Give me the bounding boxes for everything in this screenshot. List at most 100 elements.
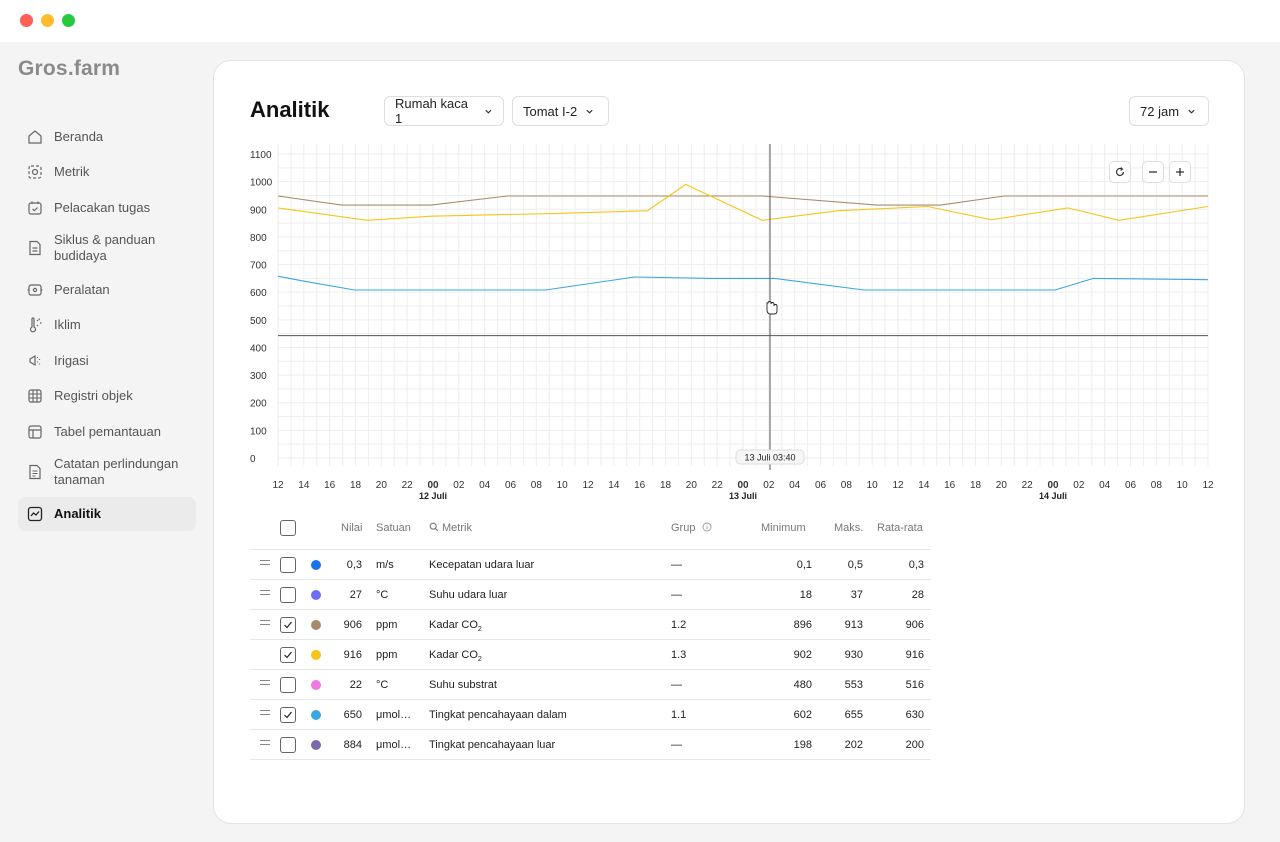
table-bottom-border	[250, 759, 931, 760]
y-tick-label: 0	[250, 454, 256, 465]
cell-min: 896	[793, 619, 812, 631]
drag-handle-icon[interactable]	[260, 560, 270, 568]
crop-select[interactable]: Tomat I-2	[512, 96, 609, 126]
calendar-check-icon	[28, 201, 42, 215]
select-all-checkbox[interactable]	[280, 520, 296, 536]
drag-handle-icon[interactable]	[260, 620, 270, 628]
greenhouse-select-value: Rumah kaca 1	[395, 96, 468, 126]
cell-unit: °C	[376, 589, 389, 601]
row-checkbox[interactable]	[280, 677, 296, 693]
zoom-out-button[interactable]	[1142, 161, 1164, 183]
sidebar-item-9[interactable]: Tabel pemantauan	[18, 422, 196, 442]
header-unit[interactable]: Satuan	[376, 522, 411, 534]
sidebar-item-5[interactable]: Peralatan	[18, 280, 196, 300]
cell-group: 1.1	[671, 709, 687, 721]
cell-group: —	[671, 559, 682, 571]
row-checkbox[interactable]	[280, 647, 296, 663]
row-checkbox[interactable]	[280, 557, 296, 573]
sidebar-item-2[interactable]: Metrik	[18, 162, 196, 182]
cell-metric-subscript: 2	[477, 626, 482, 634]
cell-min: 480	[793, 679, 812, 691]
header-metric[interactable]: Metrik	[429, 522, 472, 534]
sidebar-item-11[interactable]: Analitik	[18, 497, 196, 531]
table-row[interactable]: 0,3 m/s Kecepatan udara luar — 0,1 0,5 0,3	[250, 549, 931, 579]
row-checkbox[interactable]	[280, 737, 296, 753]
x-tick-label: 02	[763, 480, 775, 491]
header-avg[interactable]: Rata-rata	[877, 522, 923, 534]
cell-metric-label: Kadar CO	[429, 649, 478, 661]
table-row[interactable]: 27 °C Suhu udara luar — 18 37 28	[250, 579, 931, 609]
y-tick-label: 200	[250, 399, 267, 410]
row-checkbox[interactable]	[280, 707, 296, 723]
cell-group: 1.2	[671, 619, 687, 631]
analytics-icon	[27, 506, 43, 522]
table-row[interactable]: 22 °C Suhu substrat — 480 553 516	[250, 669, 931, 699]
drag-handle-icon[interactable]	[260, 680, 270, 688]
row-checkbox[interactable]	[280, 617, 296, 633]
main-card: Analitik Rumah kaca 1 Tomat I-2 72 jam 1…	[213, 60, 1245, 824]
header-group-label: Grup	[671, 522, 696, 534]
y-tick-label: 700	[250, 261, 267, 272]
maximize-window-button[interactable]	[62, 14, 75, 27]
sidebar-item-4[interactable]: Siklus & panduan budidaya	[18, 231, 196, 265]
y-tick-label: 800	[250, 233, 267, 244]
cell-unit: μmol…	[376, 709, 412, 721]
drag-handle-icon[interactable]	[260, 710, 270, 718]
sidebar-item-3[interactable]: Pelacakan tugas	[18, 198, 196, 218]
x-tick-label: 20	[996, 480, 1008, 491]
app-logo[interactable]: Gros.farm	[18, 57, 121, 80]
minimize-window-button[interactable]	[41, 14, 54, 27]
x-tick-label: 06	[1125, 480, 1137, 491]
time-range-select[interactable]: 72 jam	[1129, 96, 1209, 126]
sidebar-item-10[interactable]: Catatan perlindungan tanaman	[18, 455, 196, 489]
close-window-button[interactable]	[20, 14, 33, 27]
header-value[interactable]: Nilai	[341, 522, 363, 534]
cell-metric: Suhu substrat	[429, 679, 497, 693]
sidebar-item-6[interactable]: Iklim	[18, 315, 196, 335]
cell-value: 0,3	[346, 559, 362, 571]
cell-value: 27	[349, 589, 362, 601]
header-group[interactable]: Grup	[671, 522, 712, 534]
header-max[interactable]: Maks.	[834, 522, 864, 534]
cell-min: 0,1	[796, 559, 812, 571]
cell-min: 602	[793, 709, 812, 721]
table-row[interactable]: 650 μmol… Tingkat pencahayaan dalam 1.1 602 6…	[250, 699, 931, 729]
cell-group: —	[671, 739, 682, 751]
sidebar-item-1[interactable]: Beranda	[18, 127, 196, 147]
info-icon[interactable]	[702, 522, 712, 532]
cell-group: —	[671, 679, 682, 691]
x-tick-label: 04	[789, 480, 801, 491]
x-tick-label: 10	[1177, 480, 1189, 491]
x-tick-label: 10	[557, 480, 569, 491]
series-color-dot	[311, 740, 321, 750]
cell-max: 37	[850, 589, 863, 601]
zoom-in-button[interactable]	[1169, 161, 1191, 183]
drag-handle-icon[interactable]	[260, 740, 270, 748]
cursor-label: 13 Juli 03:40	[744, 453, 795, 463]
hand-cursor-icon	[766, 301, 778, 315]
cell-unit: ppm	[376, 619, 398, 631]
x-tick-label: 12	[582, 480, 594, 491]
row-checkbox[interactable]	[280, 587, 296, 603]
cell-max: 930	[844, 649, 863, 661]
document-icon	[29, 240, 41, 256]
check-icon	[284, 711, 292, 719]
table-row[interactable]: 906 ppm Kadar CO2 1.2 896 913 906	[250, 609, 931, 639]
cell-value: 22	[349, 679, 362, 691]
cell-metric-label: Suhu substrat	[429, 679, 497, 691]
drag-handle-icon[interactable]	[260, 590, 270, 598]
cell-metric: Suhu udara luar	[429, 589, 507, 603]
x-tick-label: 18	[660, 480, 672, 491]
reset-zoom-button[interactable]	[1109, 161, 1131, 183]
grid-icon	[28, 389, 42, 403]
header-min[interactable]: Minimum	[761, 522, 806, 534]
table-row[interactable]: 916 ppm Kadar CO2 1.3 902 930 916	[250, 639, 931, 669]
x-tick-label: 12	[892, 480, 904, 491]
table-row[interactable]: 884 μmol… Tingkat pencahayaan luar — 198 202 2…	[250, 729, 931, 759]
cell-metric-label: Kecepatan udara luar	[429, 559, 535, 571]
greenhouse-select[interactable]: Rumah kaca 1	[384, 96, 504, 126]
y-tick-label: 400	[250, 343, 267, 354]
sidebar-item-8[interactable]: Registri objek	[18, 386, 196, 406]
sidebar-item-7[interactable]: Irigasi	[18, 351, 196, 371]
